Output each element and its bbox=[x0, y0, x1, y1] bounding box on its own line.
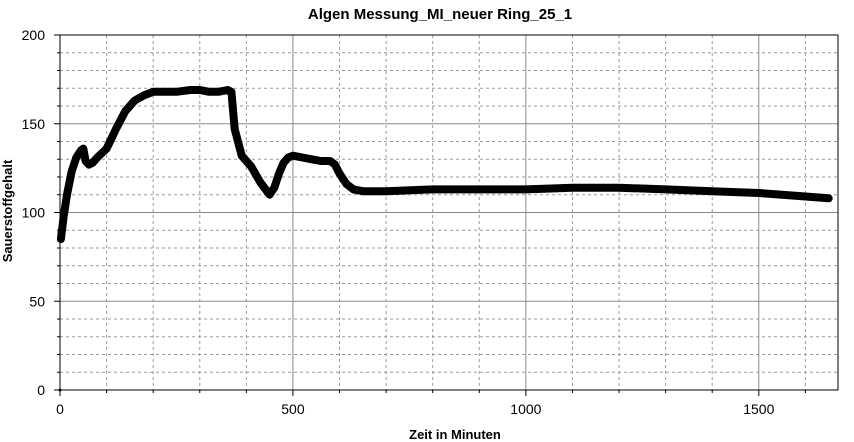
y-axis-ticks: 0 50 100 150 200 bbox=[22, 27, 60, 398]
chart-title: Algen Messung_MI_neuer Ring_25_1 bbox=[308, 6, 572, 23]
x-axis-ticks: 0 500 1000 1500 bbox=[56, 390, 806, 417]
series-line-0 bbox=[56, 86, 833, 244]
y-tick-label: 150 bbox=[22, 116, 46, 132]
plot-area bbox=[56, 86, 833, 392]
y-tick-label: 100 bbox=[22, 205, 46, 221]
x-tick-label: 500 bbox=[281, 401, 305, 417]
y-tick-label: 50 bbox=[29, 293, 45, 309]
x-tick-label: 1500 bbox=[743, 401, 774, 417]
y-tick-label: 0 bbox=[37, 382, 45, 398]
x-axis-label: Zeit in Minuten bbox=[409, 427, 501, 442]
y-axis-label: Sauerstoffgehalt bbox=[0, 159, 15, 262]
grid bbox=[59, 34, 839, 391]
x-tick-label: 0 bbox=[56, 401, 64, 417]
x-tick-label: 1000 bbox=[510, 401, 541, 417]
y-tick-label: 200 bbox=[22, 27, 46, 43]
